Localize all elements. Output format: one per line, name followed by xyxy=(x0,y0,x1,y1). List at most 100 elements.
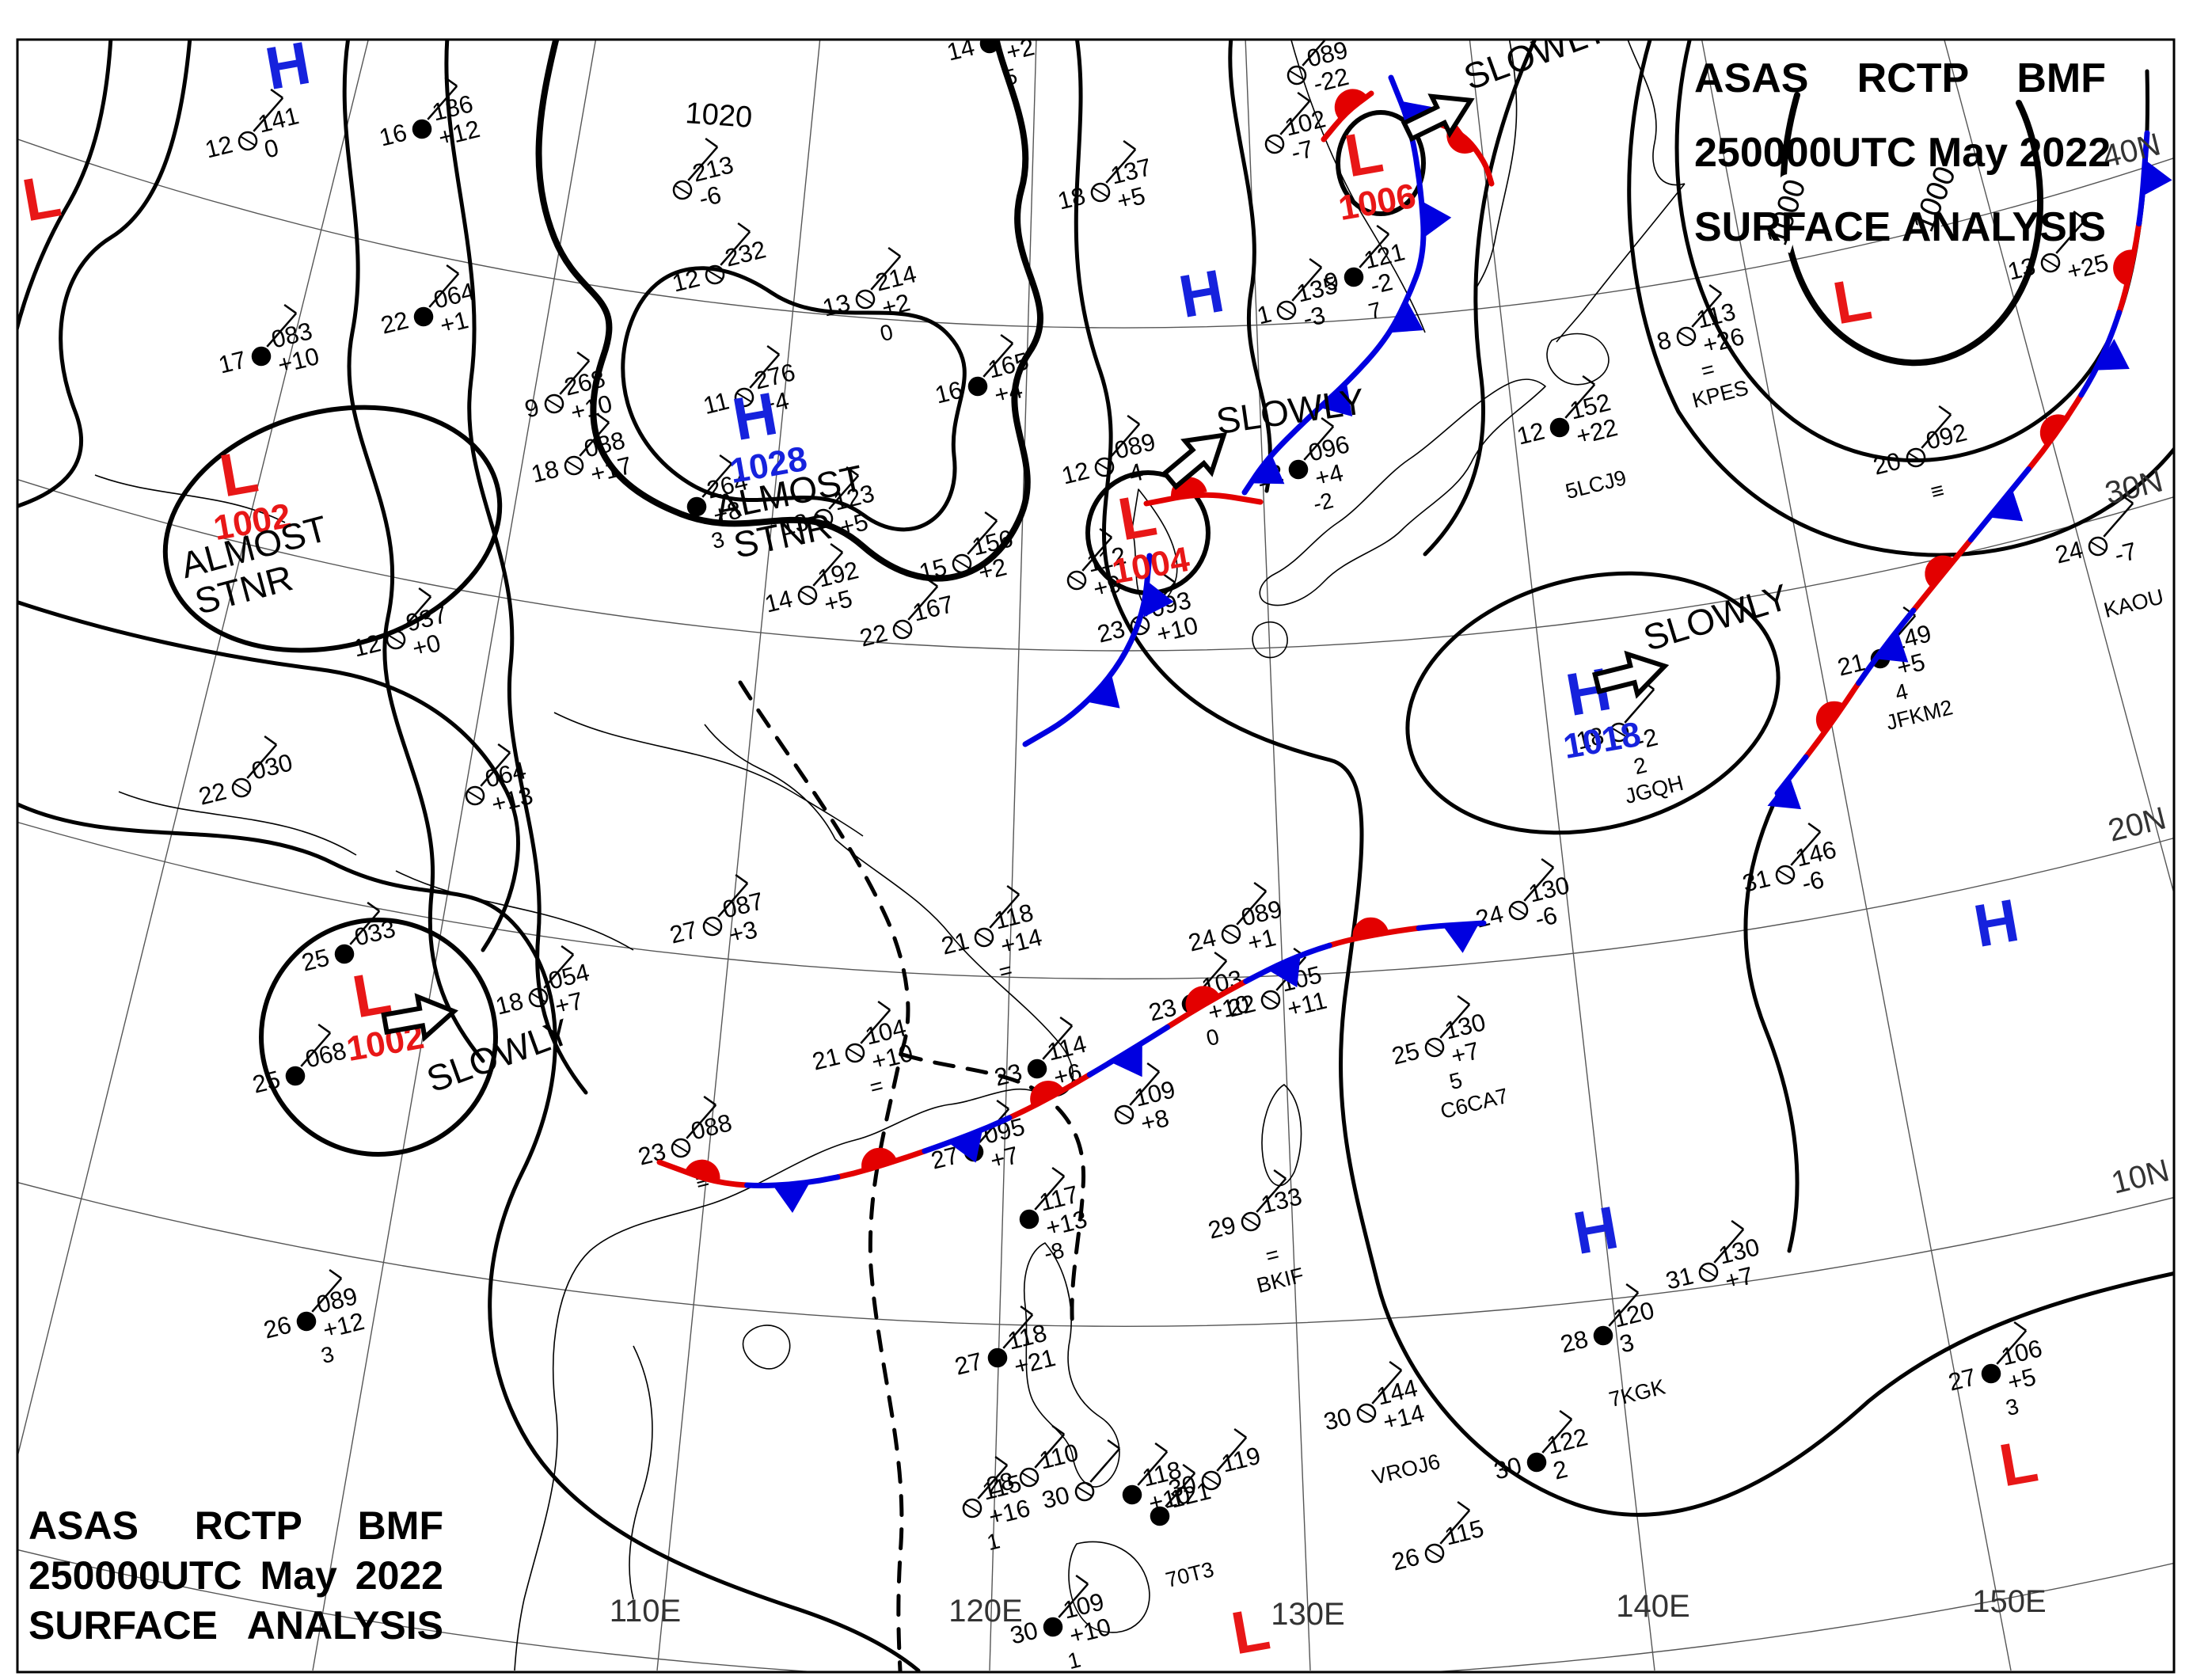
wind-barb-tick xyxy=(1233,1427,1247,1439)
wind-barb-tick xyxy=(1938,405,1952,416)
isobar-line xyxy=(1074,40,2174,1517)
station-symbol-hatch xyxy=(388,635,404,644)
wind-barb xyxy=(1058,1583,1089,1618)
station-symbol xyxy=(1906,447,1926,468)
wind-barb-tick xyxy=(576,351,590,362)
warm-front-marker xyxy=(1185,986,1219,1014)
wind-barb xyxy=(1034,1175,1066,1211)
station-extra: 4 xyxy=(1893,678,1911,705)
map-border xyxy=(16,38,2176,1674)
chart-id: ASAS RCTP BMF xyxy=(29,1503,443,1548)
cold-front-marker xyxy=(773,1183,810,1213)
station-temperature: 12 xyxy=(670,264,703,297)
station-symbol-hatch xyxy=(1096,462,1112,472)
wind-barb xyxy=(1790,830,1822,866)
station-tendency: +9 xyxy=(1090,569,1124,603)
wind-barb-tick xyxy=(766,344,780,355)
station-symbol xyxy=(1122,1484,1142,1505)
station-temperature: 26 xyxy=(1389,1542,1423,1575)
warm-front-line xyxy=(1143,492,1264,507)
pressure-center-letter: H xyxy=(260,29,315,103)
station-symbol xyxy=(238,131,258,151)
wind-barb-tick xyxy=(1273,1169,1287,1180)
station-temperature: 18 xyxy=(529,454,562,488)
station-symbol-hatch xyxy=(815,514,831,523)
wind-barb-tick xyxy=(1127,414,1140,425)
wind-barb xyxy=(1996,1329,2028,1365)
station-tendency: +7 xyxy=(1722,1261,1756,1295)
station-symbol xyxy=(1526,1452,1547,1473)
station-symbol-hatch xyxy=(673,1143,689,1153)
station-temperature: 31 xyxy=(1663,1261,1697,1294)
station-symbol-hatch xyxy=(1279,306,1294,315)
station-symbol xyxy=(1094,457,1115,477)
wind-barb xyxy=(717,882,749,918)
station-temperature: 22 xyxy=(857,618,891,652)
station-symbol xyxy=(1424,1037,1445,1058)
station-symbol xyxy=(813,508,834,529)
station-symbol xyxy=(962,1498,982,1518)
wind-barb xyxy=(1608,1291,1640,1327)
station-temperature: 12 xyxy=(203,130,236,163)
station-symbol xyxy=(845,1043,865,1063)
station-symbol xyxy=(285,1066,306,1086)
station-temperature: 24 xyxy=(1186,923,1219,956)
warm-front-marker xyxy=(1925,555,1955,588)
cold-front xyxy=(1241,74,1452,496)
wind-barb-tick xyxy=(367,901,380,912)
wind-barb-tick xyxy=(1389,1360,1402,1371)
parallel-line xyxy=(17,138,2174,329)
meridian-line xyxy=(1944,40,2174,896)
wind-barb-tick xyxy=(1006,884,1020,895)
wind-barb-tick xyxy=(1154,1442,1168,1453)
longitude-label: 140E xyxy=(1616,1589,1689,1624)
longitude-label: 130E xyxy=(1271,1597,1344,1632)
wind-barb-tick xyxy=(596,412,610,424)
meridian-line xyxy=(656,40,821,1671)
wind-barb-tick xyxy=(846,466,859,477)
wind-barb-tick xyxy=(270,88,283,99)
station-symbol xyxy=(1043,1617,1063,1637)
cold-front-line xyxy=(1241,74,1427,496)
station-plot: 30 xyxy=(1039,1439,1121,1515)
wind-barb-tick xyxy=(737,222,751,233)
station-symbol xyxy=(974,927,994,948)
wind-barb xyxy=(907,585,939,621)
station-temperature: 12 xyxy=(351,629,384,662)
meridian-line xyxy=(1701,40,2012,1671)
wind-barb xyxy=(1302,40,1333,67)
wind-barb xyxy=(828,474,860,510)
wind-barb-tick xyxy=(1020,1305,1033,1316)
station-temperature: 16 xyxy=(377,118,410,151)
station-temperature: 30 xyxy=(1321,1402,1355,1435)
warm-front-line xyxy=(1321,90,1374,143)
wind-barb-tick xyxy=(2013,1321,2027,1332)
station-symbol-hatch xyxy=(1427,1549,1442,1558)
wind-barb-tick xyxy=(705,137,718,148)
station-symbol-hatch xyxy=(2090,542,2106,551)
wind-barb xyxy=(1216,1436,1248,1472)
motion-arrows xyxy=(381,93,1670,1043)
isobar-line xyxy=(17,802,921,1672)
cold-front-marker xyxy=(1086,675,1120,709)
station-temperature: 25 xyxy=(1389,1036,1423,1070)
wind-barb-tick xyxy=(1059,1016,1073,1027)
station-extra: = xyxy=(868,1073,886,1100)
wind-barb xyxy=(1439,1003,1471,1039)
wind-barb xyxy=(1081,536,1113,572)
station-symbol xyxy=(2040,253,2061,273)
wind-barb xyxy=(559,359,591,395)
wind-barb xyxy=(246,743,278,779)
isobar-line xyxy=(535,40,1043,582)
wind-barb-tick xyxy=(830,542,843,553)
station-extra: 7 xyxy=(1366,297,1385,324)
cold-front-marker xyxy=(948,1129,983,1163)
wind-barb xyxy=(989,893,1020,929)
station-temperature: 21 xyxy=(810,1042,843,1075)
stationary-front-cold-segment xyxy=(656,920,1487,1188)
station-symbol xyxy=(1027,1059,1047,1079)
station-tendency: +7 xyxy=(552,986,586,1021)
